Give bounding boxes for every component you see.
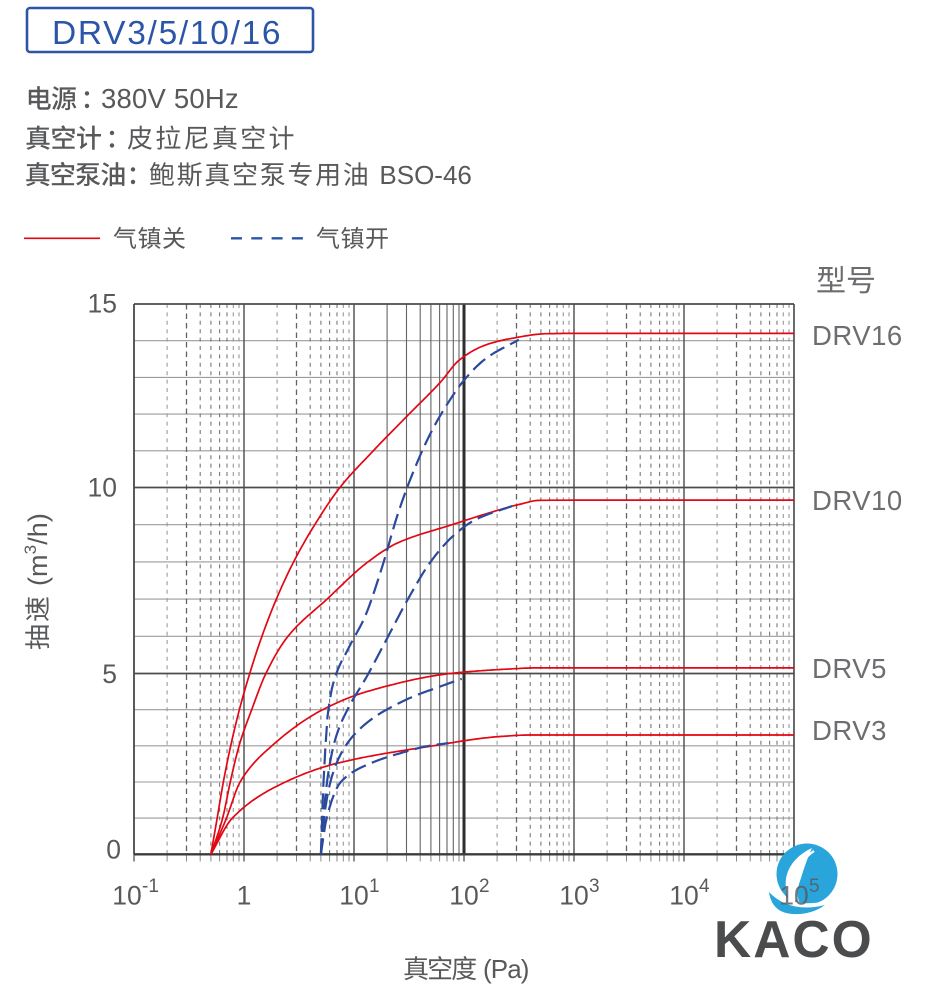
svg-text:10: 10 [339, 881, 368, 911]
svg-text:5: 5 [809, 876, 820, 897]
svg-text:DRV16: DRV16 [812, 320, 903, 351]
svg-text:-1: -1 [142, 876, 159, 897]
svg-text:3: 3 [21, 545, 40, 554]
svg-text:1: 1 [369, 876, 380, 897]
svg-text:DRV5: DRV5 [812, 653, 887, 684]
svg-text:DRV3/5/10/16: DRV3/5/10/16 [52, 15, 282, 52]
svg-text:DRV3: DRV3 [812, 715, 887, 746]
svg-text:KACO: KACO [714, 910, 874, 968]
svg-text:10: 10 [779, 881, 808, 911]
svg-text:5: 5 [102, 659, 117, 689]
svg-text:4: 4 [699, 876, 710, 897]
svg-text:15: 15 [88, 289, 117, 319]
svg-text:10: 10 [559, 881, 588, 911]
svg-text:DRV10: DRV10 [812, 485, 903, 516]
svg-text:3: 3 [589, 876, 600, 897]
svg-text:10: 10 [669, 881, 698, 911]
svg-text:BSO-46: BSO-46 [379, 160, 472, 190]
svg-text:(m: (m [23, 555, 53, 586]
svg-text:(Pa): (Pa) [483, 954, 529, 984]
svg-text:2: 2 [479, 876, 490, 897]
svg-text:380V 50Hz: 380V 50Hz [101, 83, 239, 114]
svg-text:/h): /h) [23, 513, 53, 545]
svg-text:10: 10 [449, 881, 478, 911]
svg-text:10: 10 [112, 881, 141, 911]
svg-text:10: 10 [88, 473, 117, 503]
svg-text:1: 1 [237, 881, 252, 911]
svg-text:0: 0 [106, 835, 121, 865]
